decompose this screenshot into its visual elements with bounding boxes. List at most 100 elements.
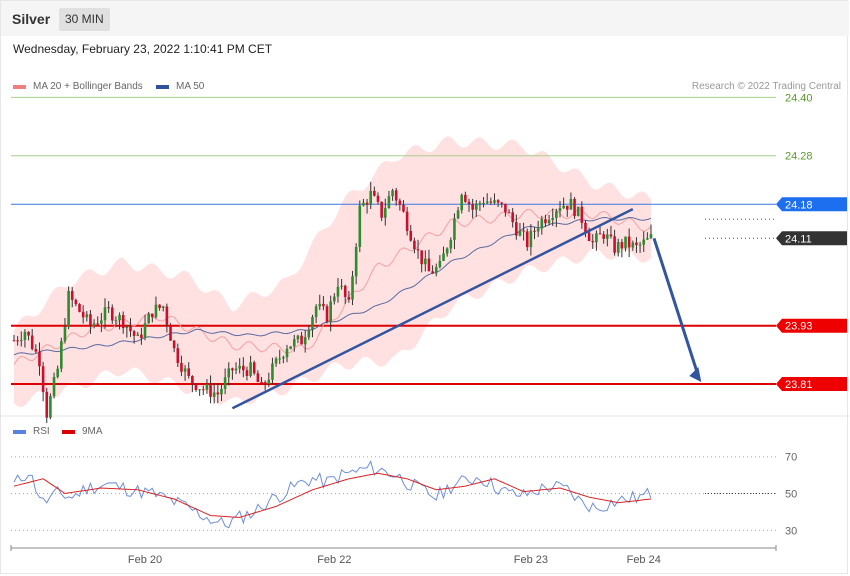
candle-body	[314, 306, 318, 318]
candle-body	[580, 206, 584, 223]
candle-body	[456, 210, 460, 219]
candle-body	[322, 303, 325, 307]
candle-body	[584, 222, 587, 233]
candle-body	[533, 230, 536, 232]
candle-body	[569, 198, 573, 210]
candle-body	[427, 258, 431, 272]
candle-body	[369, 190, 373, 205]
candle-body	[161, 306, 165, 308]
candle-body	[263, 382, 267, 384]
legend-swatch-rsi	[13, 429, 26, 434]
level-label-23.81: 23.81	[785, 379, 813, 391]
candle-body	[536, 228, 540, 232]
candle-body	[576, 206, 580, 217]
instrument-title: Silver	[12, 11, 51, 27]
candle-body	[67, 290, 70, 327]
candle-body	[405, 211, 409, 231]
candle-body	[198, 389, 201, 391]
candle-body	[646, 237, 649, 240]
candle-body	[376, 195, 380, 202]
legend-rsi: RSI	[13, 426, 50, 437]
candle-body	[194, 383, 198, 391]
candle-body	[489, 201, 493, 203]
level-tag-23.81	[776, 377, 847, 391]
trend-line	[231, 208, 634, 410]
candle-body	[201, 389, 205, 391]
candle-body	[140, 334, 143, 339]
legend-label-ma50: MA 50	[176, 81, 205, 92]
candle-body	[274, 358, 278, 364]
candle-body	[165, 306, 169, 325]
candle-body	[12, 340, 16, 342]
candle-body	[49, 396, 52, 418]
candle-body	[565, 205, 569, 210]
candle-body	[642, 239, 646, 245]
legend-label-bb: MA 20 + Bollinger Bands	[33, 81, 143, 92]
candle-body	[234, 368, 238, 371]
candle-body	[231, 368, 234, 371]
candle-body	[191, 375, 194, 384]
candle-body	[227, 368, 231, 378]
candle-body	[103, 307, 107, 321]
candle-body	[329, 301, 332, 323]
candle-body	[631, 242, 635, 248]
legend-label-rsi: RSI	[33, 426, 50, 437]
bollinger-band	[14, 136, 651, 408]
legend-bb: MA 20 + Bollinger Bands	[13, 81, 143, 92]
x-tick-label: Feb 23	[514, 554, 548, 566]
candle-body	[220, 388, 223, 395]
candle-body	[34, 349, 38, 352]
level-tag-24.11	[776, 231, 847, 246]
candle-body	[420, 250, 423, 265]
candle-body	[460, 194, 464, 211]
candle-body	[41, 366, 45, 392]
candle-body	[245, 370, 249, 376]
legend-swatch-bb	[13, 84, 26, 89]
candle-body	[147, 313, 150, 324]
legend-ma50: MA 50	[156, 81, 204, 92]
candle-body	[340, 285, 343, 287]
candle-body	[187, 368, 191, 376]
candle-body	[351, 276, 354, 300]
candle-body	[383, 208, 387, 218]
candle-body	[132, 331, 136, 336]
candle-body	[624, 236, 627, 249]
candle-body	[471, 203, 474, 210]
candle-body	[107, 307, 110, 309]
candle-body	[252, 362, 256, 374]
candle-body	[354, 247, 358, 277]
candle-body	[96, 323, 100, 325]
candle-body	[627, 236, 631, 248]
interval-badge[interactable]: 30 MIN	[59, 8, 110, 31]
forecast-arrow-shaft	[652, 237, 700, 377]
ma50-line	[13, 216, 652, 356]
candle-body	[296, 335, 300, 340]
candle-body	[307, 330, 311, 338]
candle-body	[242, 365, 245, 371]
candle-body	[209, 384, 212, 397]
candle-body	[547, 219, 551, 224]
candle-body	[154, 304, 158, 318]
candle-body	[343, 285, 347, 297]
legend-swatch-ma50	[156, 84, 169, 89]
forecast-arrow-head	[689, 367, 702, 382]
legend-rsi-ma: 9MA	[62, 426, 103, 437]
candle-body	[398, 200, 402, 205]
candle-body	[478, 203, 482, 205]
candle-body	[555, 211, 558, 218]
level-tag-23.93	[776, 318, 847, 333]
level-label-24.28: 24.28	[785, 151, 813, 163]
candle-body	[587, 232, 591, 241]
candle-body	[100, 320, 103, 324]
candle-body	[347, 296, 351, 300]
candle-body	[518, 230, 522, 236]
candle-body	[125, 326, 129, 329]
candle-body	[449, 239, 453, 249]
candle-body	[333, 296, 336, 302]
candle-body	[362, 202, 365, 206]
candle-body	[110, 307, 114, 321]
candle-body	[551, 217, 555, 220]
candle-body	[303, 337, 307, 345]
